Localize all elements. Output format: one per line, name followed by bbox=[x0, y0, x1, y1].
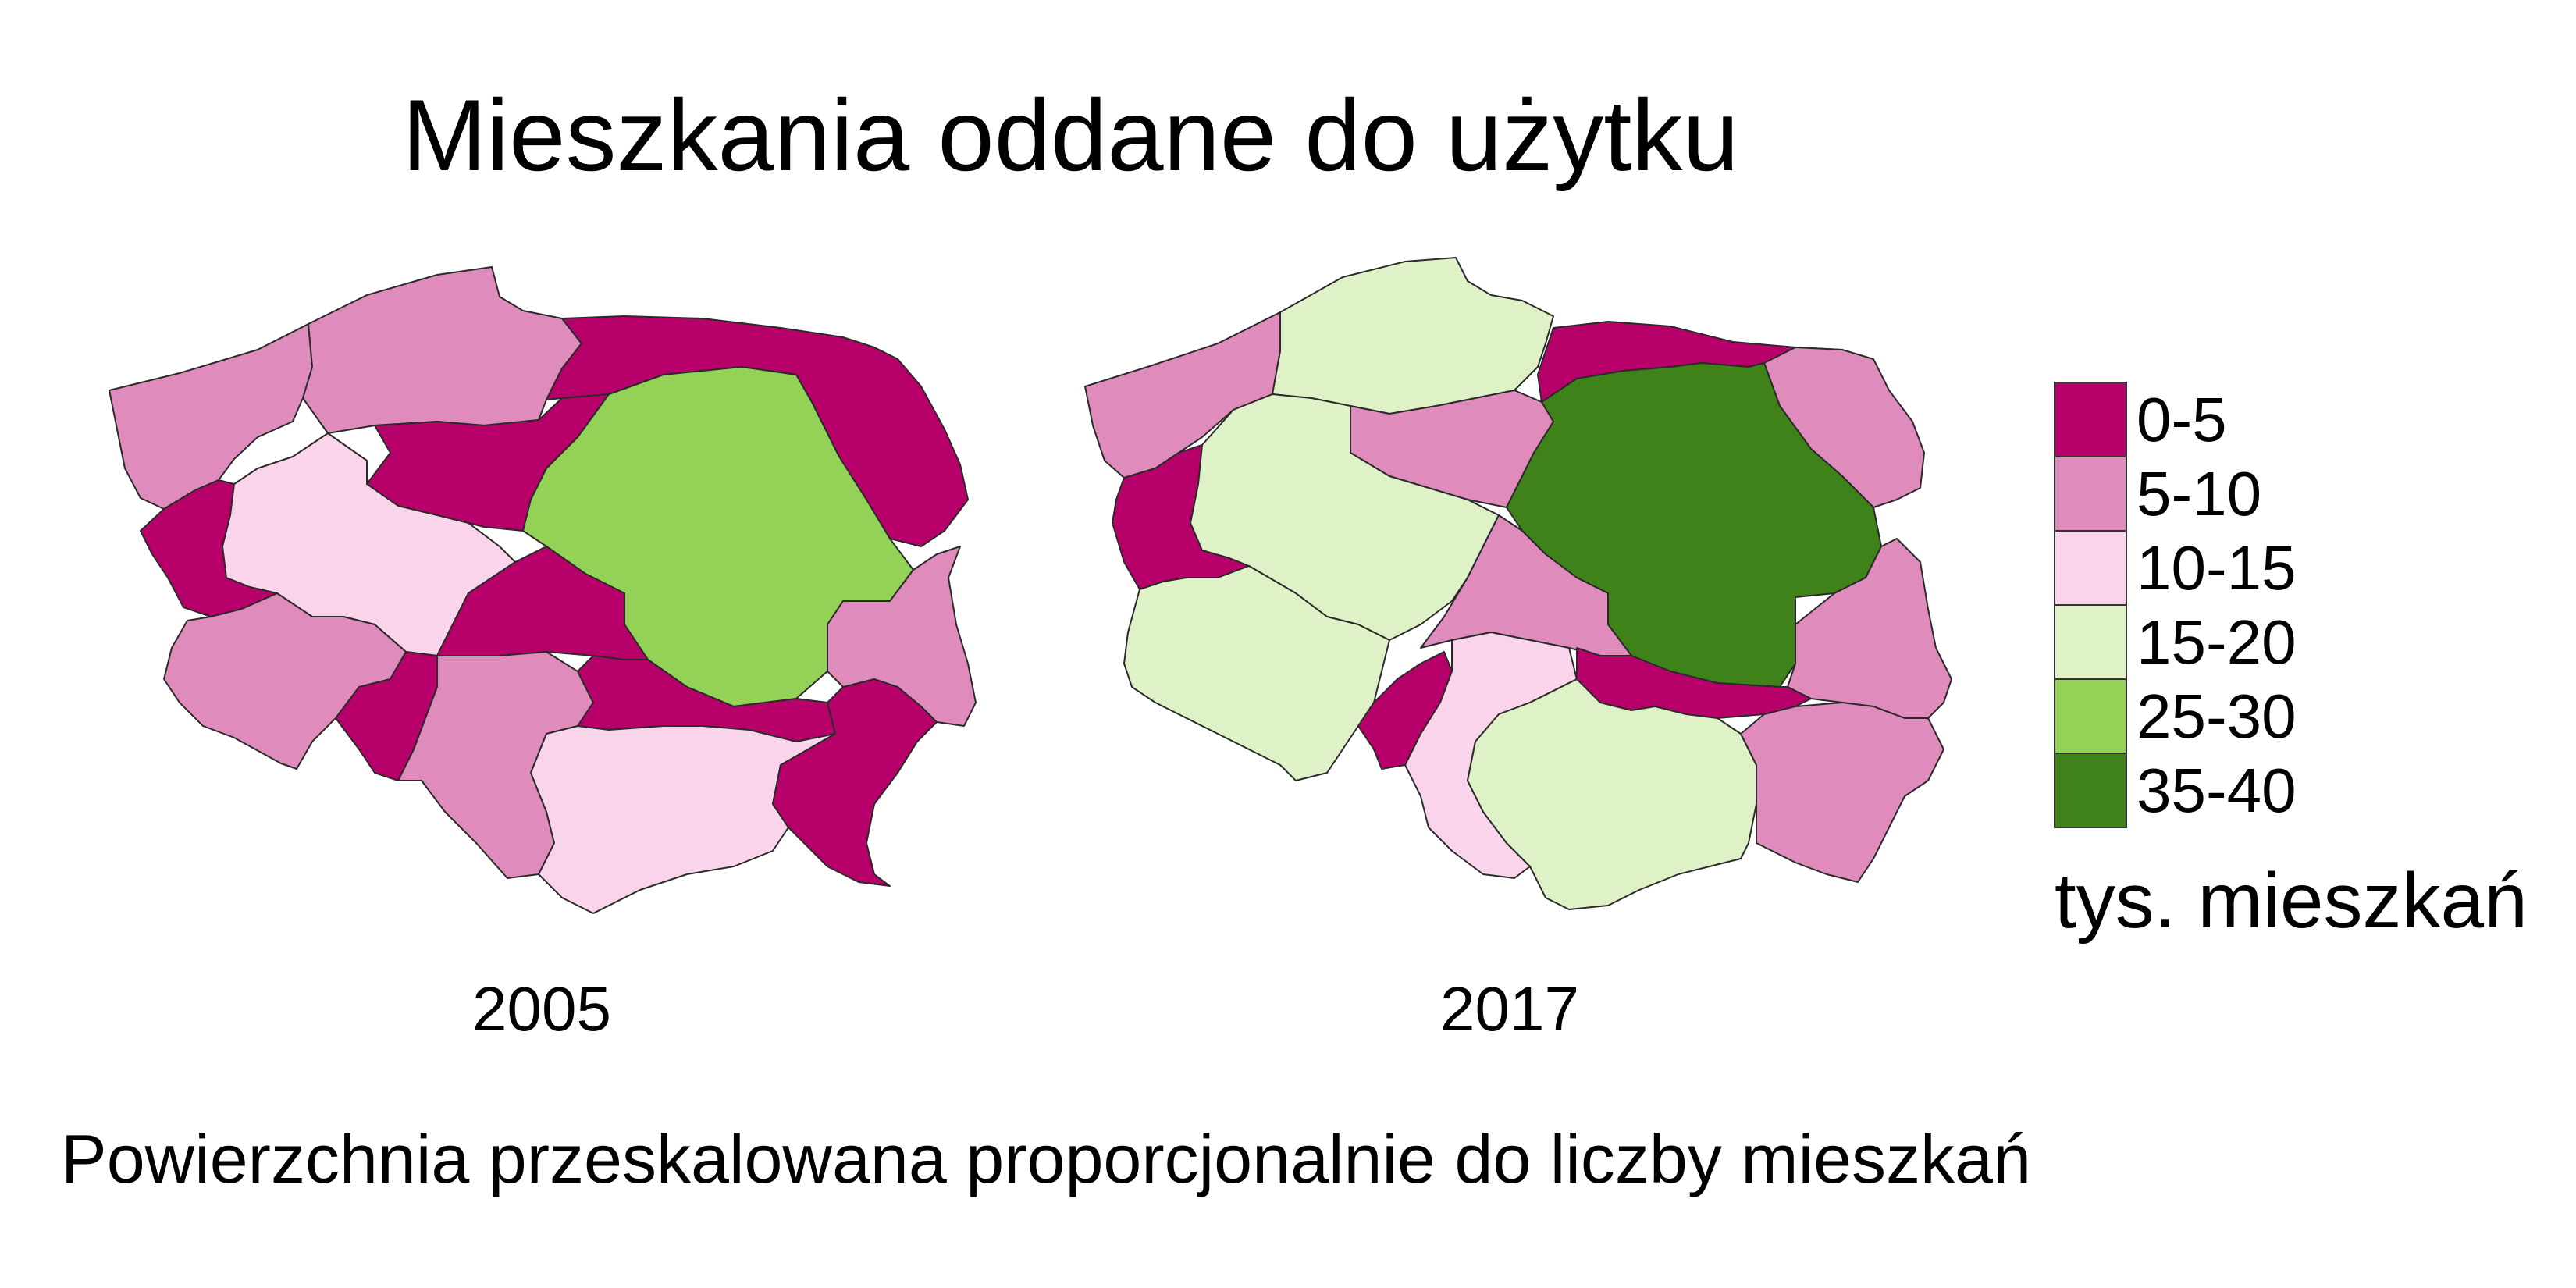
legend-swatch-0-5 bbox=[2054, 382, 2127, 457]
legend-swatch-25-30 bbox=[2054, 678, 2127, 754]
legend-swatch-10-15 bbox=[2054, 530, 2127, 606]
legend-title: tys. mieszkań bbox=[2055, 857, 2528, 945]
region-west-pomeranian-2005 bbox=[109, 323, 313, 510]
map-year-2017: 2017 bbox=[1440, 974, 1579, 1044]
legend-label-5-10: 5-10 bbox=[2137, 459, 2261, 528]
legend-swatch-15-20 bbox=[2054, 604, 2127, 680]
legend-label-0-5: 0-5 bbox=[2137, 385, 2227, 454]
caption: Powierzchnia przeskalowana proporcjonaln… bbox=[61, 1120, 2031, 1197]
map-2017 bbox=[1084, 257, 1952, 910]
legend-label-35-40: 35-40 bbox=[2137, 756, 2297, 825]
region-masovian-2005 bbox=[522, 366, 914, 707]
map-2005 bbox=[109, 266, 977, 914]
legend-swatch-35-40 bbox=[2054, 753, 2127, 828]
chart-title: Mieszkania oddane do użytku bbox=[402, 78, 1739, 192]
legend: 0-5 5-10 10-15 15-20 25-30 35-40 tys. mi… bbox=[2054, 382, 2528, 945]
legend-label-25-30: 25-30 bbox=[2137, 681, 2297, 751]
region-lower-silesian-2017 bbox=[1123, 565, 1390, 781]
region-podkarpackie-2017 bbox=[1740, 702, 1944, 883]
region-lublin-2005 bbox=[827, 546, 977, 727]
legend-label-10-15: 10-15 bbox=[2137, 533, 2297, 603]
region-west-pomeranian-2017 bbox=[1084, 311, 1281, 479]
region-lesser-poland-2017 bbox=[1467, 678, 1757, 910]
legend-label-15-20: 15-20 bbox=[2137, 607, 2297, 677]
region-lesser-poland-2005 bbox=[530, 725, 836, 914]
region-pomeranian-2005 bbox=[302, 266, 582, 434]
map-year-2005: 2005 bbox=[472, 974, 611, 1044]
region-lublin-2017 bbox=[1787, 538, 1952, 719]
legend-swatch-5-10 bbox=[2054, 456, 2127, 532]
